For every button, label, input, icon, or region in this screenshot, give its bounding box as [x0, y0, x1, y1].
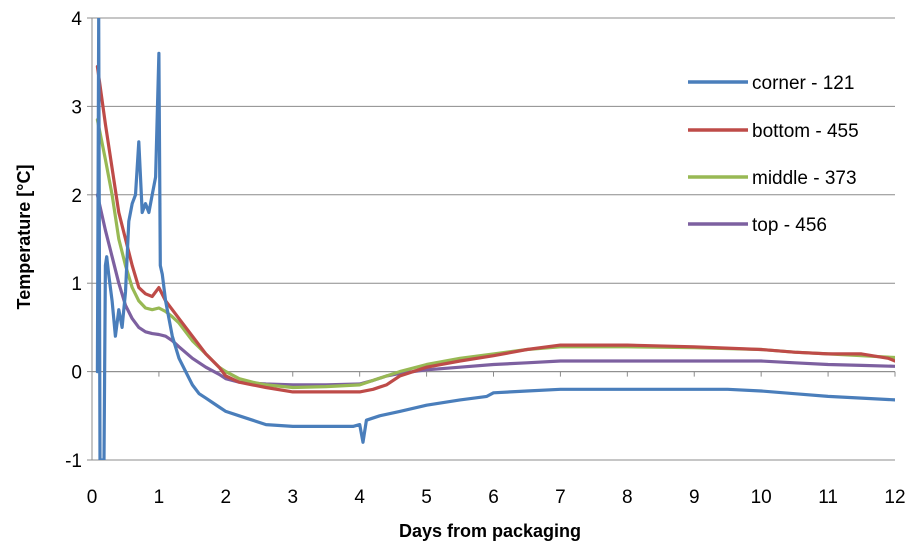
- y-tick-label: -1: [65, 451, 82, 472]
- y-tick-label: 1: [71, 274, 82, 295]
- x-tick-label: 11: [818, 487, 838, 508]
- x-tick-label: 4: [354, 487, 365, 508]
- x-tick-label: 10: [751, 487, 772, 508]
- x-tick-label: 6: [488, 487, 499, 508]
- y-tick-label: 4: [71, 9, 82, 30]
- x-tick-label: 2: [221, 487, 232, 508]
- series-line-bottom: [95, 65, 895, 394]
- x-tick-label: 1: [154, 487, 165, 508]
- legend: corner - 121 bottom - 455 middle - 373 top …: [688, 73, 859, 236]
- x-axis-title: Days from packaging: [399, 521, 581, 541]
- y-tick-label: 0: [71, 363, 82, 384]
- x-tick-label: 3: [287, 487, 298, 508]
- x-tick-label: 9: [689, 487, 700, 508]
- x-tick-label: 5: [421, 487, 432, 508]
- x-tick-label: 8: [622, 487, 633, 508]
- x-tick-label: 12: [884, 487, 905, 508]
- series-lines: [95, 18, 895, 460]
- y-tick-label: 3: [71, 97, 82, 118]
- legend-label-bottom: bottom - 455: [752, 121, 859, 142]
- x-tick-label: 7: [555, 487, 566, 508]
- y-tick-label: 2: [71, 186, 82, 207]
- x-tick-label: 0: [87, 487, 98, 508]
- series-line-middle: [95, 118, 895, 390]
- series-line-corner: [95, 18, 895, 460]
- legend-label-middle: middle - 373: [752, 168, 857, 189]
- y-axis-title: Temperature [°C]: [14, 165, 34, 310]
- legend-label-top: top - 456: [752, 215, 827, 236]
- legend-label-corner: corner - 121: [752, 73, 854, 94]
